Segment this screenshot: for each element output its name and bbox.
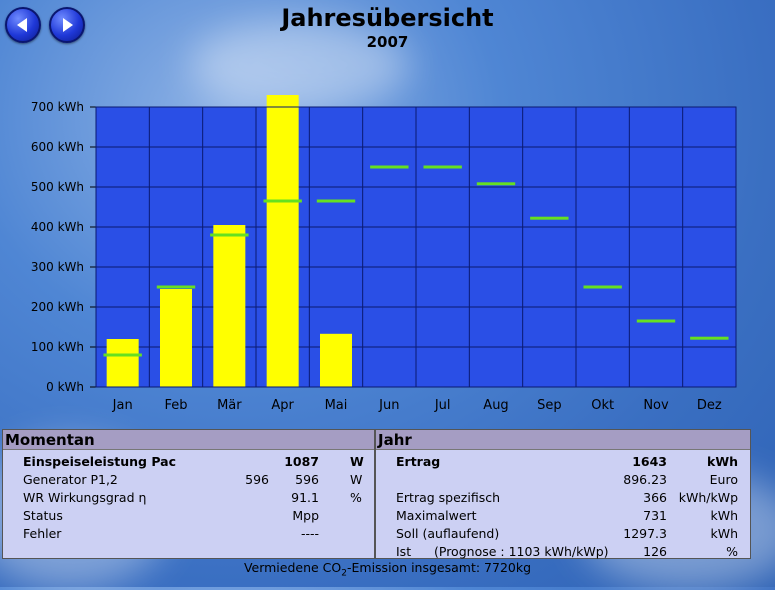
momentan-value: ---- — [300, 526, 319, 541]
momentan-label: Fehler — [23, 526, 62, 541]
x-tick-label: Jul — [434, 398, 451, 413]
momentan-label: Einspeiseleistung Pac — [23, 454, 177, 469]
plot-frame — [95, 106, 737, 388]
cloud-decoration — [190, 20, 410, 110]
target-marker-Mai — [316, 199, 356, 203]
yearly-energy-chart: 0 kWh 100 kWh 200 kWh 300 kWh 400 kWh 500 kWh… — [31, 95, 737, 413]
next-year-button[interactable] — [49, 7, 85, 43]
arrow-left-icon — [17, 18, 27, 32]
y-tick-label: 600 kWh — [31, 140, 84, 154]
jahr-row: Ist (Prognose : 1103 kWh/kWp) 126% — [376, 544, 750, 562]
target-marker-Feb — [156, 285, 196, 289]
target-marker-Mär — [210, 233, 249, 237]
jahr-extra: (Prognose : 1103 kWh/kWp) — [434, 544, 609, 559]
jahr-row: Maximalwert 731 kWh — [376, 508, 750, 526]
momentan-label: Status — [23, 508, 63, 523]
jahr-row: Soll (auflaufend) 1297.3 kWh — [376, 526, 750, 544]
y-tick-label: 400 kWh — [31, 220, 84, 234]
x-tick-label: Sep — [537, 398, 562, 413]
jahr-unit: kWh — [707, 454, 738, 469]
page-title: Jahresübersicht — [281, 4, 494, 32]
y-tick-label: 0 kWh — [46, 380, 84, 394]
y-tick-label: 100 kWh — [31, 340, 84, 354]
jahr-label: Ertrag spezifisch — [396, 490, 500, 505]
target-marker-Okt — [583, 285, 622, 289]
co2-emission-footer: Vermiedene CO2-Emission insgesamt: 7720k… — [0, 560, 775, 579]
jahr-row: 896.23 Euro — [376, 472, 750, 490]
jahr-value: 1643 — [632, 454, 667, 469]
momentan-row: Status Mpp — [3, 508, 374, 526]
bar-Feb — [160, 289, 192, 387]
x-tick-label: Apr — [271, 398, 294, 413]
jahr-label: Ertrag — [396, 454, 441, 469]
jahr-label: Maximalwert — [396, 508, 477, 523]
bar-Mai — [320, 333, 352, 387]
year-label: 2007 — [366, 33, 409, 51]
momentan-row: Einspeiseleistung Pac 1087 W — [3, 454, 374, 472]
momentan-unit: W — [350, 454, 364, 469]
momentan-unit: % — [350, 490, 362, 505]
y-tick-label: 200 kWh — [31, 300, 84, 314]
jahr-header: Jahr — [376, 430, 750, 450]
momentan-row: Fehler ---- — [3, 526, 374, 544]
y-tick-label: 500 kWh — [31, 180, 84, 194]
target-marker-Nov — [636, 319, 676, 323]
footer-prefix: Vermiedene CO — [243, 560, 342, 575]
jahr-value: 366 — [643, 490, 667, 505]
target-marker-Apr — [263, 199, 302, 203]
momentan-value-1: 596 — [245, 472, 269, 487]
target-marker-Jan — [103, 353, 142, 357]
jahr-unit: kWh/kWp — [678, 490, 738, 505]
jahr-value: 731 — [643, 508, 667, 523]
jahr-unit: kWh — [710, 508, 738, 523]
jahr-value: 1297.3 — [623, 526, 667, 541]
x-tick-label: Feb — [164, 398, 187, 413]
bar-Apr — [266, 95, 299, 387]
momentan-label: Generator P1,2 — [23, 472, 118, 487]
arrow-right-icon — [63, 18, 73, 32]
target-marker-Aug — [476, 182, 516, 186]
x-tick-label: Mär — [217, 398, 242, 413]
bar-Mär — [213, 225, 246, 387]
x-tick-label: Jan — [112, 398, 133, 413]
target-marker-Sep — [530, 216, 569, 220]
jahr-row: Ertrag 1643 kWh — [376, 454, 750, 472]
jahr-unit: kWh — [710, 526, 738, 541]
target-marker-Jul — [423, 165, 462, 169]
momentan-value: 1087 — [284, 454, 319, 469]
x-tick-label: Mai — [325, 398, 348, 413]
target-marker-Jun — [370, 165, 409, 169]
x-tick-label: Nov — [643, 398, 669, 413]
y-tick-label: 300 kWh — [31, 260, 84, 274]
momentan-value: 91.1 — [291, 490, 319, 505]
jahr-panel: Jahr Ertrag 1643 kWh 896.23 Euro Ertrag spezi… — [375, 429, 751, 559]
momentan-panel: Momentan Einspeiseleistung Pac 1087 W Gener… — [2, 429, 375, 559]
target-marker-Dez — [690, 336, 729, 340]
momentan-row: WR Wirkungsgrad η 91.1% — [3, 490, 374, 508]
momentan-label: WR Wirkungsgrad η — [23, 490, 147, 505]
jahr-unit: Euro — [709, 472, 738, 487]
y-tick-label: 700 kWh — [31, 100, 84, 114]
momentan-unit: W — [350, 472, 363, 487]
footer-subscript: 2 — [341, 568, 347, 579]
x-tick-label: Dez — [697, 398, 722, 413]
previous-year-button[interactable] — [5, 7, 41, 43]
jahr-unit: % — [726, 544, 738, 559]
jahr-label: Soll (auflaufend) — [396, 526, 500, 541]
jahr-row: Ertrag spezifisch 366 kWh/kWp — [376, 490, 750, 508]
jahr-label: Ist — [396, 544, 412, 559]
momentan-value: 596 — [295, 472, 319, 487]
x-tick-label: Okt — [591, 398, 614, 413]
momentan-header: Momentan — [3, 430, 374, 450]
jahr-value: 896.23 — [623, 472, 667, 487]
x-tick-label: Jun — [378, 398, 399, 413]
momentan-row: Generator P1,2 596 596 W — [3, 472, 374, 490]
momentan-value: Mpp — [292, 508, 319, 523]
jahr-value: 126 — [643, 544, 667, 559]
footer-suffix: -Emission insgesamt: 7720kg — [346, 560, 532, 575]
x-tick-label: Aug — [483, 398, 508, 413]
bar-Jan — [106, 339, 139, 387]
